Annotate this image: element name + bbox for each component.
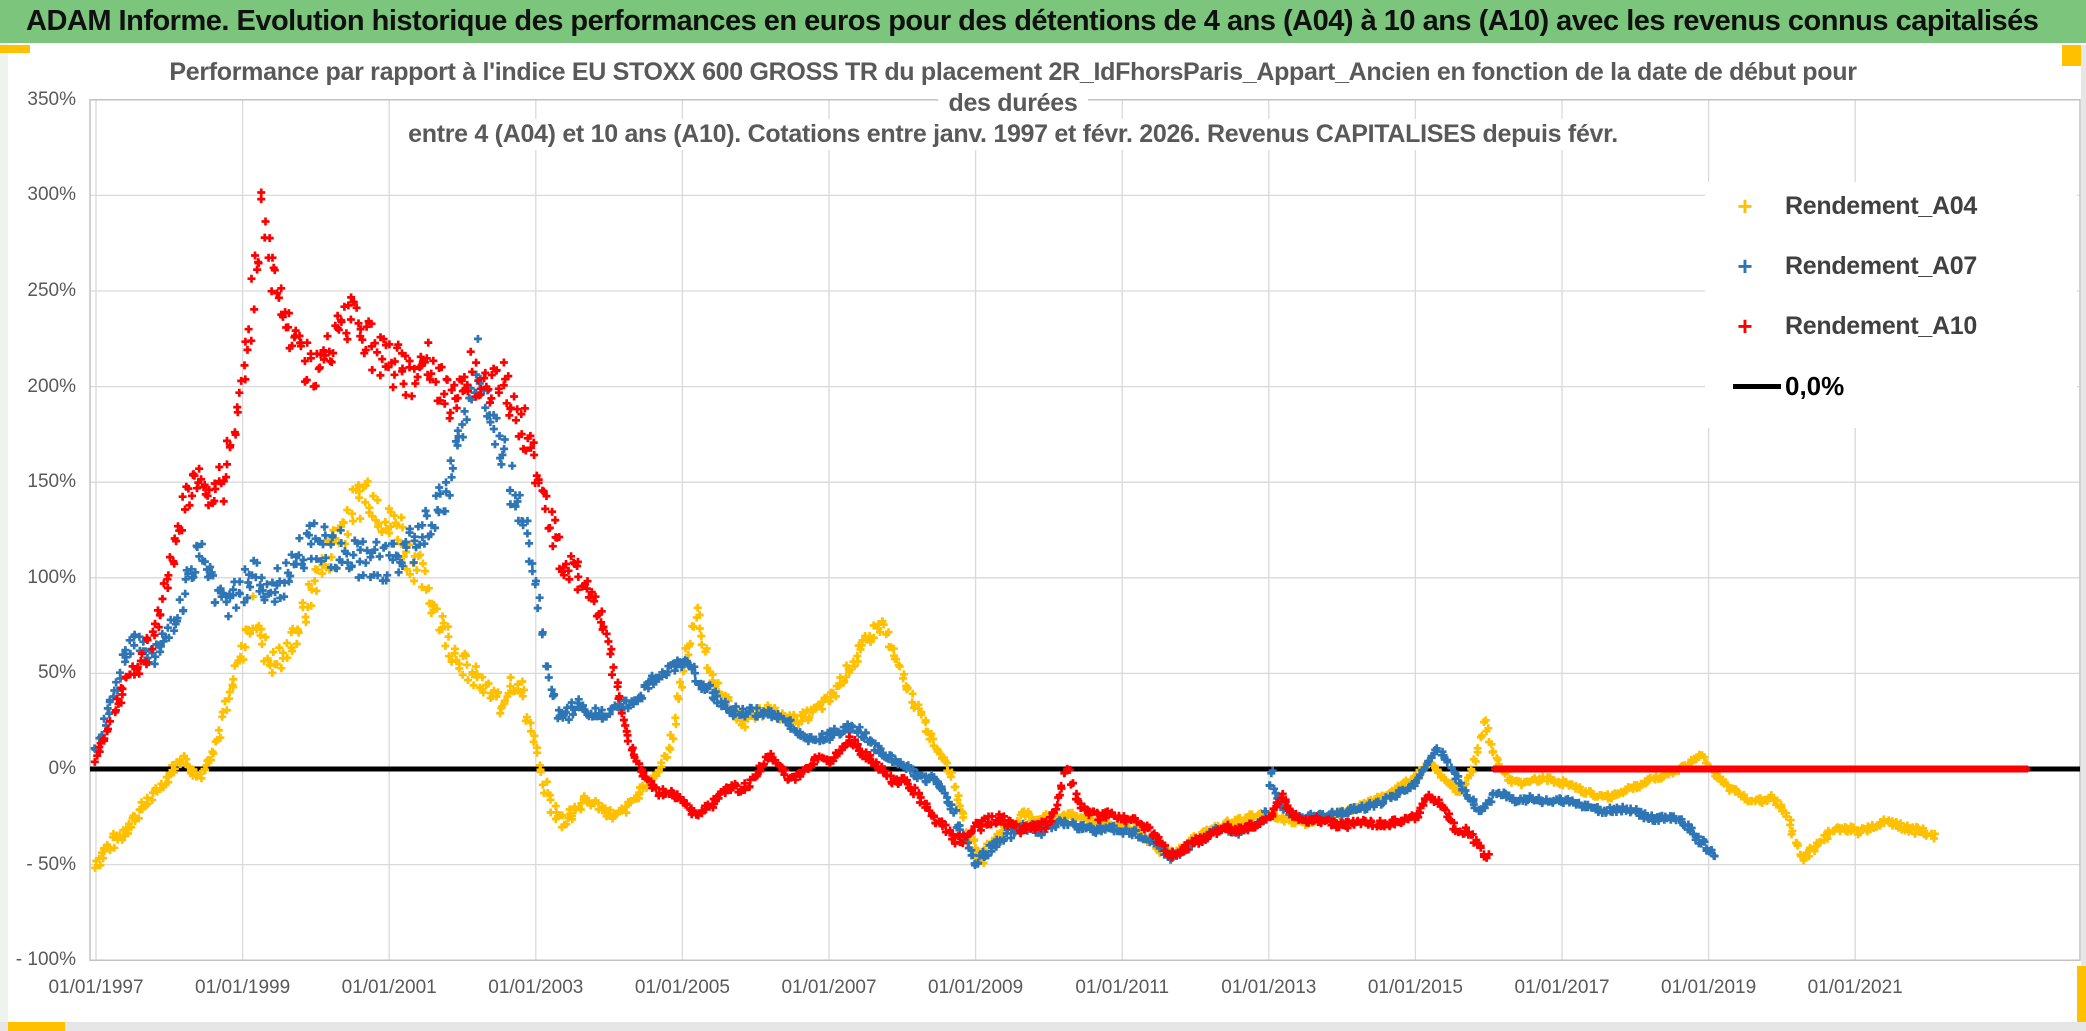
series-rendement_a10 [90, 188, 1493, 862]
line-marker-icon [1733, 383, 1781, 389]
y-axis-tick-label: - 100% [15, 949, 76, 971]
x-axis-tick-label: 01/01/2017 [1514, 977, 1610, 998]
left-edge-strip [0, 43, 8, 1022]
y-axis-tick-label: 150% [27, 471, 76, 493]
y-axis-tick-label: 0% [48, 758, 76, 779]
x-axis-tick-label: 01/01/2011 [1075, 977, 1170, 998]
plus-marker-icon: + [1737, 191, 1753, 221]
legend-item-zero-line[interactable]: 0,0% [1705, 362, 2077, 410]
legend-label: 0,0% [1785, 370, 1845, 401]
y-axis-tick-label: 100% [27, 566, 76, 588]
accent-corner-top-right [2062, 45, 2083, 66]
x-axis-tick-label: 01/01/2021 [1807, 977, 1903, 998]
x-axis-tick-label: 01/01/2001 [341, 977, 437, 998]
accent-right-bottom [2077, 966, 2086, 1022]
y-axis-tick-label: 250% [27, 280, 76, 301]
accent-tab-top-left [0, 45, 30, 53]
accent-bottom-left [8, 1022, 65, 1031]
chart-legend: + Rendement_A04 + Rendement_A07 + Rendem… [1705, 182, 2077, 428]
legend-label: Rendement_A04 [1785, 191, 1977, 220]
legend-item-rendement-a10[interactable]: + Rendement_A10 [1705, 302, 2077, 350]
y-axis-tick-label: - 50% [26, 853, 76, 875]
y-axis-tick-label: 350% [27, 88, 76, 110]
right-edge-strip [2081, 45, 2086, 1022]
legend-item-rendement-a07[interactable]: + Rendement_A07 [1705, 242, 2077, 290]
y-axis-tick-label: 200% [27, 375, 76, 397]
x-axis-tick-label: 01/01/2003 [488, 977, 584, 998]
x-axis-tick-label: 01/01/2015 [1367, 977, 1463, 998]
page-title: ADAM Informe. Evolution historique des p… [0, 0, 2086, 43]
y-axis-tick-label: 50% [37, 662, 76, 684]
x-axis-tick-label: 01/01/1999 [195, 977, 291, 998]
y-axis-tick-label: 300% [27, 184, 76, 206]
x-axis-tick-label: 01/01/2013 [1221, 977, 1317, 998]
x-axis-tick-label: 01/01/2009 [928, 977, 1024, 998]
series-rendement_a07 [90, 334, 1719, 870]
x-axis-tick-label: 01/01/2007 [781, 977, 877, 998]
bottom-bar [0, 1022, 2086, 1031]
plus-marker-icon: + [1737, 251, 1753, 281]
x-axis-tick-label: 01/01/2005 [634, 977, 730, 998]
x-axis-tick-label: 01/01/1997 [48, 977, 144, 998]
x-axis-tick-label: 01/01/2019 [1661, 977, 1757, 998]
legend-item-rendement-a04[interactable]: + Rendement_A04 [1705, 182, 2077, 230]
series-rendement_a10-zero-fill [1491, 765, 2031, 773]
plus-marker-icon: + [1737, 311, 1753, 341]
legend-label: Rendement_A10 [1785, 311, 1977, 340]
legend-label: Rendement_A07 [1785, 251, 1977, 280]
